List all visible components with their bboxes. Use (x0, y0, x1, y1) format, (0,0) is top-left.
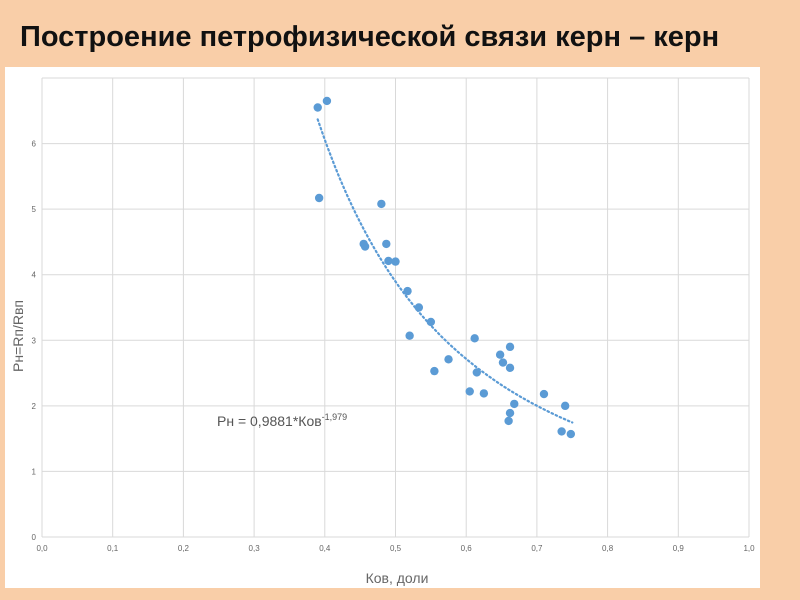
y-tick-label: 1 (32, 467, 37, 476)
x-tick-label: 0,9 (673, 544, 685, 553)
data-point (430, 366, 439, 376)
data-point (470, 334, 479, 343)
data-point (360, 242, 370, 251)
x-tick-label: 1,0 (743, 544, 755, 553)
data-point (504, 416, 513, 426)
data-point (557, 427, 566, 436)
y-tick-label: 2 (32, 402, 37, 411)
data-point (472, 368, 482, 377)
x-tick-label: 0,6 (461, 544, 473, 553)
x-tick-labels: 0,0 0,1 0,2 0,3 0,4 0,5 0,6 0,7 0,8 0,9 1,0 (36, 544, 755, 553)
data-point (426, 317, 436, 327)
x-tick-label: 0,8 (602, 544, 614, 553)
y-tick-label: 3 (32, 336, 37, 345)
data-points (313, 96, 576, 439)
trendline (316, 118, 574, 424)
equation-main: Pн = 0,9881*Ков (217, 413, 322, 429)
data-point (382, 239, 391, 249)
y-axis-title: Pн=Rп/Rвп (10, 300, 26, 372)
chart-panel: 0,0 0,1 0,2 0,3 0,4 0,5 0,6 0,7 0,8 0,9 1,0 0 1 2 3 4 5… (5, 67, 760, 588)
trendline-group (316, 118, 574, 424)
x-tick-label: 0,1 (107, 544, 119, 553)
data-point (313, 103, 322, 112)
data-point (566, 429, 576, 439)
y-tick-label: 6 (32, 140, 37, 149)
chart-grid (41, 77, 750, 538)
data-point (384, 256, 393, 266)
data-point (414, 303, 424, 312)
data-point (391, 257, 400, 266)
slide-title: Построение петрофизической связи керн – … (20, 21, 720, 53)
trendline-equation: Pн = 0,9881*Ков-1,979 (217, 412, 347, 429)
data-point (510, 399, 519, 409)
x-tick-label: 0,0 (36, 544, 48, 553)
data-point (377, 199, 386, 209)
x-axis-title: Ков, доли (366, 570, 429, 586)
y-tick-label: 5 (32, 205, 37, 214)
data-point (403, 286, 412, 296)
data-point (444, 355, 453, 364)
y-tick-labels: 0 1 2 3 4 5 6 (32, 140, 37, 542)
equation-exponent: -1,979 (322, 412, 348, 422)
data-point (560, 401, 570, 411)
scatter-chart: 0,0 0,1 0,2 0,3 0,4 0,5 0,6 0,7 0,8 0,9 1,0 0 1 2 3 4 5… (10, 77, 755, 586)
data-point (479, 389, 489, 398)
data-point (539, 389, 549, 399)
data-point (322, 96, 332, 106)
x-tick-label: 0,2 (178, 544, 190, 553)
data-point (405, 331, 414, 340)
data-point (465, 387, 474, 396)
x-tick-label: 0,5 (390, 544, 402, 553)
data-point (505, 363, 515, 373)
x-tick-label: 0,7 (531, 544, 543, 553)
data-point (498, 358, 508, 367)
data-point (314, 193, 324, 203)
y-tick-label: 4 (32, 271, 37, 280)
data-point (505, 342, 515, 352)
data-point (505, 408, 515, 418)
x-tick-label: 0,4 (319, 544, 331, 553)
y-tick-label: 0 (32, 533, 37, 542)
x-tick-label: 0,3 (249, 544, 261, 553)
data-point (495, 350, 505, 359)
